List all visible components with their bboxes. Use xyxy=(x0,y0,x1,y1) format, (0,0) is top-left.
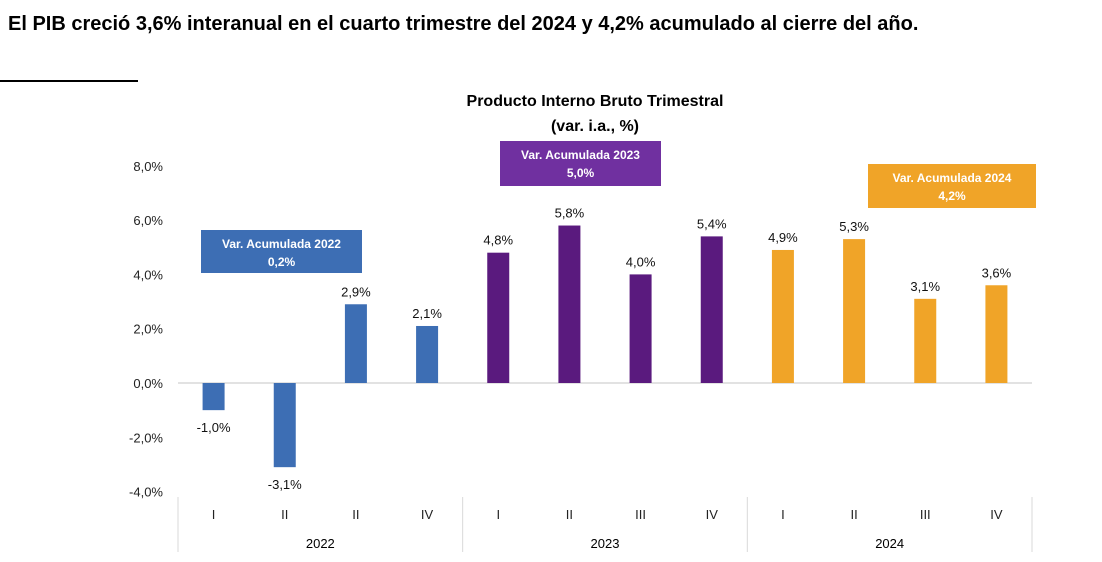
x-tick-label: II xyxy=(566,507,573,522)
bar xyxy=(914,298,937,383)
data-label: 2,1% xyxy=(412,306,442,321)
bar xyxy=(771,249,794,383)
cumulative-box xyxy=(500,141,661,186)
bar xyxy=(416,325,439,383)
x-tick-label: II xyxy=(281,507,288,522)
bar xyxy=(558,225,581,383)
data-label: 3,6% xyxy=(982,265,1012,280)
x-tick-label: IV xyxy=(990,507,1003,522)
y-tick-label: 2,0% xyxy=(133,322,163,337)
group-label: 2022 xyxy=(306,536,335,551)
data-label: 3,1% xyxy=(910,279,940,294)
bar xyxy=(843,239,866,383)
bar xyxy=(629,274,652,383)
cumulative-box xyxy=(201,230,362,273)
x-tick-label: I xyxy=(781,507,785,522)
cumulative-value: 5,0% xyxy=(567,166,595,180)
x-tick-label: III xyxy=(920,507,931,522)
bar xyxy=(273,383,296,468)
bar xyxy=(985,285,1008,383)
cumulative-label: Var. Acumulada 2024 xyxy=(893,171,1012,185)
group-label: 2024 xyxy=(875,536,904,551)
group-label: 2023 xyxy=(591,536,620,551)
y-tick-label: -2,0% xyxy=(129,430,163,445)
data-label: 2,9% xyxy=(341,284,371,299)
x-tick-label: II xyxy=(352,507,359,522)
data-label: 5,3% xyxy=(839,219,869,234)
data-label: -3,1% xyxy=(268,477,302,492)
cumulative-label: Var. Acumulada 2023 xyxy=(521,148,640,162)
y-tick-label: -4,0% xyxy=(129,485,163,500)
y-tick-label: 4,0% xyxy=(133,267,163,282)
x-tick-label: III xyxy=(635,507,646,522)
data-label: 5,8% xyxy=(555,206,585,221)
chart-subtitle: (var. i.a., %) xyxy=(551,118,639,135)
cumulative-value: 0,2% xyxy=(268,255,296,269)
y-tick-label: 0,0% xyxy=(133,376,163,391)
cumulative-label: Var. Acumulada 2022 xyxy=(222,237,341,251)
y-tick-label: 8,0% xyxy=(133,159,163,174)
cumulative-box xyxy=(868,164,1036,208)
x-tick-label: IV xyxy=(421,507,434,522)
x-tick-label: IV xyxy=(706,507,719,522)
data-label: 4,8% xyxy=(483,233,513,248)
data-label: 4,9% xyxy=(768,230,798,245)
headline: El PIB creció 3,6% interanual en el cuar… xyxy=(8,13,918,35)
bar xyxy=(202,383,225,411)
data-label: 5,4% xyxy=(697,216,727,231)
bar xyxy=(487,252,510,383)
data-label: -1,0% xyxy=(197,420,231,435)
y-tick-label: 6,0% xyxy=(133,213,163,228)
bar xyxy=(700,236,723,383)
x-tick-label: I xyxy=(212,507,216,522)
x-tick-label: II xyxy=(850,507,857,522)
data-label: 4,0% xyxy=(626,254,656,269)
bar xyxy=(344,304,367,383)
x-tick-label: I xyxy=(496,507,500,522)
chart-title: Producto Interno Bruto Trimestral xyxy=(467,93,724,110)
cumulative-value: 4,2% xyxy=(938,189,966,203)
